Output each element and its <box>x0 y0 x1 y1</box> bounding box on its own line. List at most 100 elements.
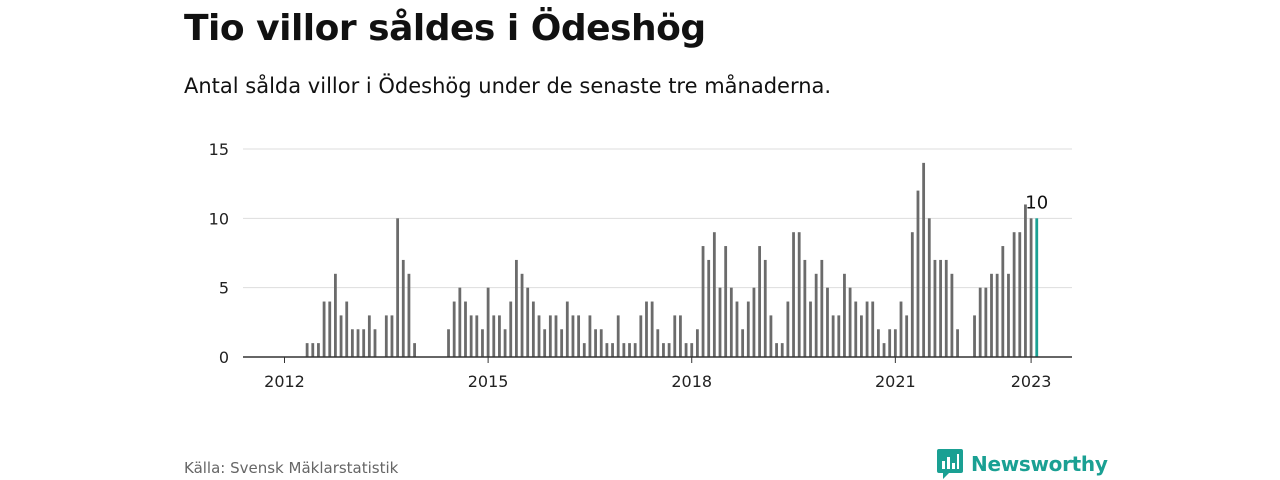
bar <box>1007 273 1010 357</box>
bar <box>809 301 812 357</box>
bar <box>775 343 778 357</box>
bar <box>622 343 626 357</box>
bar <box>752 287 756 357</box>
bar <box>1024 204 1027 357</box>
bar <box>548 315 552 357</box>
bar <box>831 315 835 357</box>
bar <box>803 259 807 357</box>
bar <box>905 315 909 357</box>
bar <box>797 232 801 357</box>
bar <box>922 162 926 357</box>
bar <box>605 343 609 357</box>
bar <box>498 315 501 357</box>
bar <box>543 329 547 357</box>
bar <box>758 246 762 357</box>
bar <box>656 329 660 357</box>
bar <box>950 273 954 357</box>
brand: Newsworthy <box>937 449 1108 479</box>
bar <box>537 315 541 357</box>
bar <box>712 232 716 357</box>
x-tick-label: 2012 <box>264 372 305 391</box>
bar <box>746 301 750 357</box>
bar <box>633 343 637 357</box>
chart-title: Tio villor såldes i Ödeshög <box>184 8 706 49</box>
bar <box>792 232 795 357</box>
chart-subtitle: Antal sålda villor i Ödeshög under de se… <box>184 74 832 98</box>
y-tick-label: 5 <box>219 279 229 298</box>
bar <box>1012 232 1016 357</box>
bar <box>328 301 332 357</box>
y-tick-label: 0 <box>219 348 229 367</box>
bar <box>520 273 524 357</box>
bar <box>469 315 473 357</box>
bar <box>769 315 773 357</box>
bar <box>882 343 886 357</box>
bar <box>927 218 931 357</box>
bar <box>447 329 450 357</box>
bar <box>780 343 784 357</box>
bar <box>718 287 722 357</box>
bar <box>826 287 829 357</box>
bar <box>475 315 479 357</box>
bar <box>939 259 942 357</box>
bar <box>893 329 897 357</box>
x-tick-label: 2023 <box>1011 372 1052 391</box>
bar <box>978 287 982 357</box>
bar <box>334 273 337 357</box>
bar <box>916 190 920 357</box>
bar <box>413 343 416 357</box>
bar <box>531 301 535 357</box>
bar <box>367 315 371 357</box>
bar <box>865 301 869 357</box>
bar <box>645 301 648 357</box>
bar <box>741 329 745 357</box>
bar <box>401 259 405 357</box>
bar <box>1001 246 1005 357</box>
bar <box>503 329 507 357</box>
bar <box>305 343 309 357</box>
bar <box>662 343 665 357</box>
highlight-value-label: 10 <box>1025 192 1048 213</box>
bar <box>611 343 614 357</box>
bar <box>582 343 586 357</box>
bar <box>1029 218 1033 357</box>
bar <box>571 315 575 357</box>
bar <box>690 343 694 357</box>
bar <box>673 315 677 357</box>
bar <box>933 259 937 357</box>
bar <box>322 301 326 357</box>
bar <box>345 301 349 357</box>
bar <box>667 343 671 357</box>
bar <box>384 315 388 357</box>
newsworthy-logo-icon <box>937 449 963 479</box>
bar <box>458 287 462 357</box>
bar <box>701 246 705 357</box>
bar <box>876 329 880 357</box>
bar <box>526 287 530 357</box>
bar <box>956 329 959 357</box>
bar <box>452 301 456 357</box>
highlight-bar <box>1035 218 1039 357</box>
bar <box>843 273 846 357</box>
bar <box>486 287 490 357</box>
bar <box>650 301 654 357</box>
bar <box>729 287 733 357</box>
bar <box>724 246 728 357</box>
bar <box>390 315 394 357</box>
bar <box>311 343 315 357</box>
bar <box>317 343 320 357</box>
bar <box>588 315 592 357</box>
bar <box>695 329 699 357</box>
bar <box>577 315 581 357</box>
bar <box>990 273 993 357</box>
bar <box>786 301 790 357</box>
bar <box>973 315 976 357</box>
bar <box>1018 232 1022 357</box>
bar <box>763 259 767 357</box>
bar <box>373 329 377 357</box>
bar <box>888 329 892 357</box>
bar <box>910 232 914 357</box>
bar <box>565 301 569 357</box>
bar <box>628 343 631 357</box>
bar <box>860 315 863 357</box>
